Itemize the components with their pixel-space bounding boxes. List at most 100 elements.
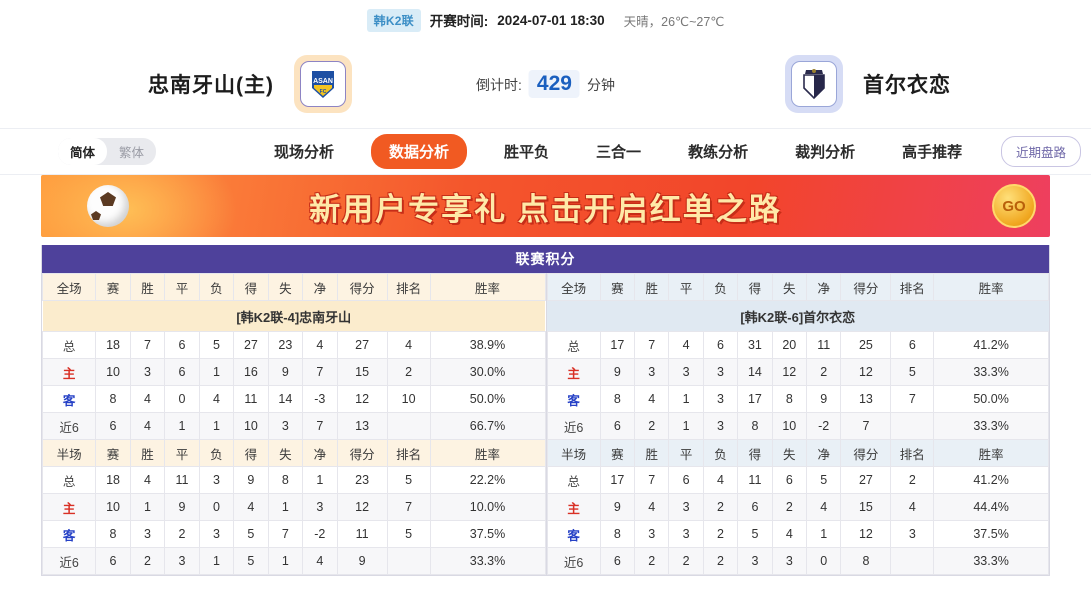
- table-row: 客 8 4 1 3 17 8 9 13 7 50.0%: [546, 385, 1049, 413]
- table-cell: 0: [164, 385, 200, 413]
- table-cell: 9: [267, 358, 304, 386]
- tab-referee-analysis[interactable]: 裁判分析: [795, 144, 856, 161]
- table-cell: 18: [95, 466, 131, 494]
- table-cell: 2: [634, 547, 670, 575]
- lang-simplified[interactable]: 简体: [58, 138, 108, 165]
- language-toggle[interactable]: 简体 繁体: [58, 138, 157, 165]
- table-cell: 10: [386, 385, 431, 413]
- row-label: 客: [546, 385, 601, 413]
- row-label: 近6: [546, 412, 601, 440]
- countdown: 倒计时: 429 分钟: [476, 70, 615, 98]
- tab-win-draw-lose[interactable]: 胜平负: [504, 144, 550, 161]
- column-header-row: 全场赛胜平负得失净得分 排名 胜率: [41, 273, 546, 301]
- table-cell: 4: [702, 466, 739, 494]
- table-cell: 4: [129, 466, 166, 494]
- tab-coach-analysis[interactable]: 教练分析: [688, 144, 749, 161]
- home-team[interactable]: 忠南牙山(主) ASAN FC: [148, 55, 352, 113]
- table-cell: 3: [771, 547, 808, 575]
- table-cell: 33.3%: [933, 412, 1049, 440]
- column-header: 排名: [890, 439, 935, 467]
- table-cell: 27: [840, 466, 892, 494]
- table-cell: [386, 547, 431, 575]
- table-cell: 12: [336, 385, 388, 413]
- table-row: 主 10 1 9 0 4 1 3 12 7 10.0%: [41, 493, 546, 521]
- kickoff-time: 2024-07-01 18:30: [497, 12, 605, 28]
- table-cell: 37.5%: [933, 520, 1049, 548]
- team-header-row: [韩K2联-6]首尔衣恋: [547, 300, 1049, 332]
- table-cell: 6: [164, 358, 200, 386]
- column-header: 胜率: [429, 273, 546, 301]
- tab-three-in-one[interactable]: 三合一: [596, 144, 642, 161]
- table-cell: 5: [233, 547, 269, 575]
- table-cell: 2: [702, 493, 739, 521]
- column-header: 得: [233, 273, 269, 301]
- tab-live-analysis[interactable]: 现场分析: [274, 144, 335, 161]
- column-header: 胜率: [933, 439, 1049, 467]
- column-header: 得分: [336, 439, 388, 467]
- table-cell: 4: [233, 493, 269, 521]
- table-cell: 5: [198, 331, 235, 359]
- soccer-ball-icon: [87, 185, 129, 227]
- table-row: 主 9 3 3 3 14 12 2 12 5 33.3%: [546, 358, 1049, 386]
- table-cell: 2: [668, 547, 704, 575]
- away-standings: [韩K2联-6]首尔衣恋 全场赛胜平负得失净得分 排名 胜率总 17 7 4 6 31 20 11 2…: [545, 273, 1050, 575]
- column-header: 胜: [634, 439, 670, 467]
- table-cell: 6: [164, 331, 200, 359]
- go-button-icon[interactable]: GO: [992, 184, 1036, 228]
- table-cell: 27: [233, 331, 269, 359]
- table-cell: 3: [668, 358, 704, 386]
- table-cell: 6: [599, 412, 636, 440]
- row-label: 总: [41, 331, 97, 359]
- tab-expert-picks[interactable]: 高手推荐: [902, 144, 963, 161]
- row-label: 客: [546, 520, 601, 548]
- table-cell: 5: [805, 466, 842, 494]
- table-cell: 7: [302, 412, 338, 440]
- table-cell: 6: [890, 331, 935, 359]
- table-cell: 8: [599, 385, 636, 413]
- tab-data-analysis[interactable]: 数据分析: [371, 134, 468, 169]
- table-cell: 3: [198, 520, 235, 548]
- promo-banner[interactable]: 新用户专享礼 点击开启红单之路 GO: [41, 175, 1050, 237]
- table-cell: 3: [302, 493, 338, 521]
- countdown-value: 429: [528, 70, 580, 98]
- standings-table: [韩K2联-6]首尔衣恋 全场赛胜平负得失净得分 排名 胜率总 17 7 4 6 31 20 11 2…: [546, 273, 1050, 575]
- table-cell: 17: [599, 331, 636, 359]
- table-cell: 50.0%: [933, 385, 1049, 413]
- home-team-badge: ASAN FC: [294, 55, 352, 113]
- table-cell: 4: [302, 547, 338, 575]
- lang-traditional[interactable]: 繁体: [119, 146, 145, 160]
- column-header: 赛: [95, 439, 131, 467]
- table-cell: 20: [771, 331, 808, 359]
- table-cell: 6: [702, 331, 739, 359]
- table-cell: 14: [737, 358, 773, 386]
- table-cell: 2: [702, 520, 739, 548]
- table-cell: 5: [233, 520, 269, 548]
- away-team-name: 首尔衣恋: [863, 74, 951, 97]
- table-cell: 10: [771, 412, 808, 440]
- recent-odds-button[interactable]: 近期盘路: [1000, 136, 1081, 167]
- column-header: 得分: [840, 273, 892, 301]
- table-cell: 6: [737, 493, 773, 521]
- row-label: 近6: [546, 547, 601, 575]
- table-cell: 13: [336, 412, 388, 440]
- table-row: 客 8 4 0 4 11 14 -3 12 10 50.0%: [41, 385, 546, 413]
- column-header: 得: [233, 439, 269, 467]
- table-cell: 3: [129, 358, 166, 386]
- table-cell: 5: [737, 520, 773, 548]
- match-info-bar: 韩K2联 开赛时间: 2024-07-01 18:30 天晴，26℃~27℃: [0, 0, 1091, 40]
- table-cell: 11: [233, 385, 269, 413]
- standings-table: [韩K2联-4]忠南牙山 全场赛胜平负得失净得分 排名 胜率总 18 7 6 5 27 23 4 27…: [41, 273, 546, 575]
- table-cell: 10: [95, 493, 131, 521]
- column-header: 平: [668, 439, 704, 467]
- away-team[interactable]: 首尔衣恋: [785, 55, 951, 113]
- row-label: 主: [546, 358, 601, 386]
- table-cell: 12: [336, 493, 388, 521]
- table-cell: 3: [634, 358, 670, 386]
- table-cell: 23: [267, 331, 304, 359]
- column-header: 失: [267, 273, 304, 301]
- nav-bar: 简体 繁体 现场分析 数据分析 胜平负 三合一 教练分析 裁判分析 高手推荐 近…: [0, 128, 1091, 175]
- team-header-row: [韩K2联-4]忠南牙山: [42, 300, 545, 332]
- league-tag[interactable]: 韩K2联: [366, 8, 421, 32]
- row-label: 总: [546, 331, 601, 359]
- table-cell: 0: [198, 493, 235, 521]
